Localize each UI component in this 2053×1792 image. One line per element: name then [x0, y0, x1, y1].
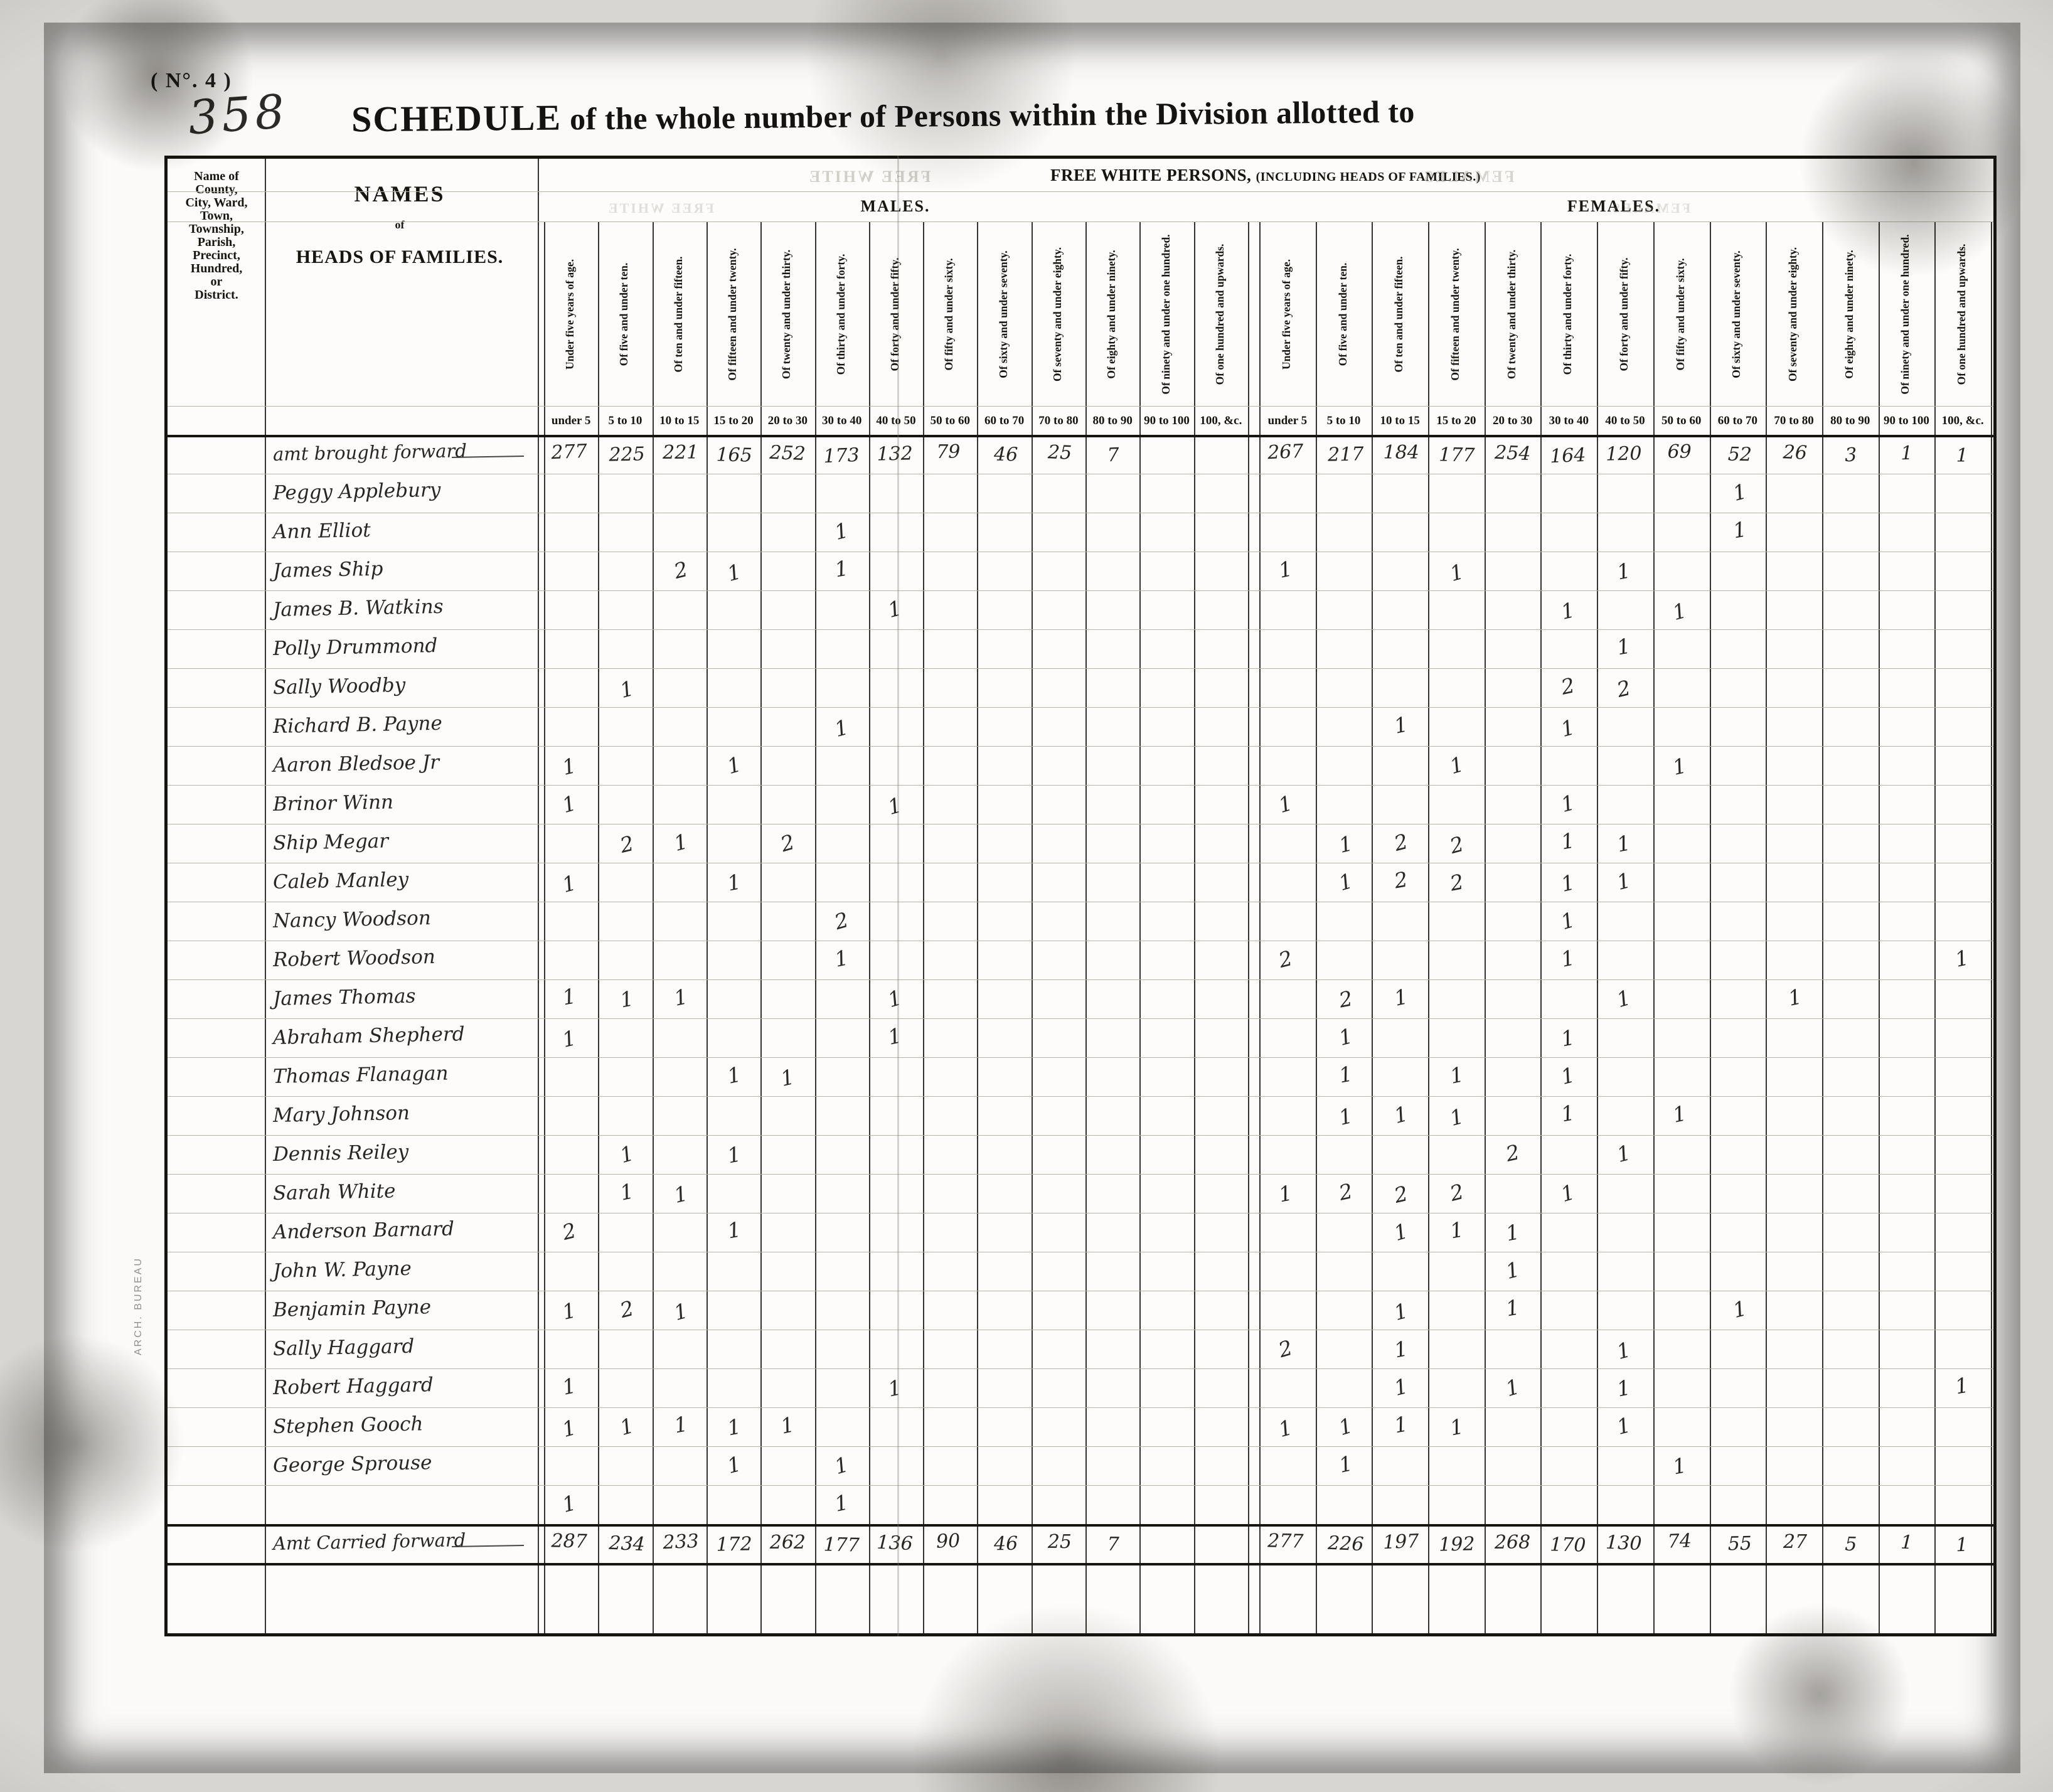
census-page: ( N°. 4 ) 358 SCHEDULE of the whole numb… — [0, 0, 2053, 1792]
scan-grime — [0, 0, 2053, 1792]
